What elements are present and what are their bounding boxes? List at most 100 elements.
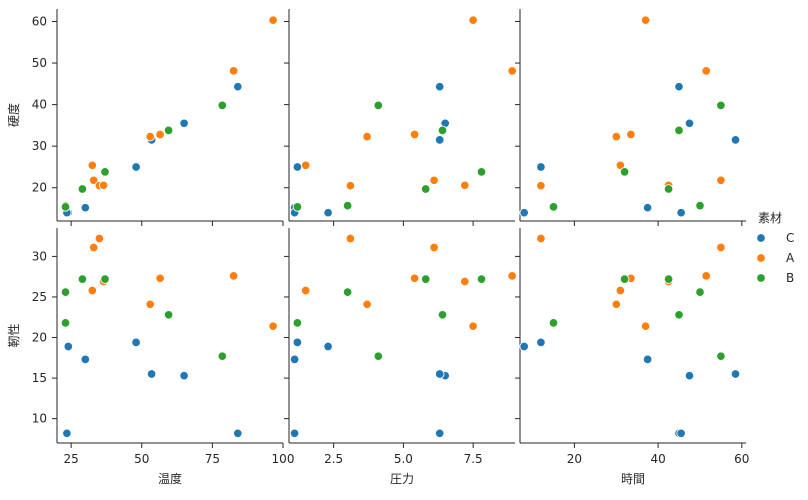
data-point-B <box>373 100 384 111</box>
data-point-A <box>536 233 546 244</box>
data-point-B <box>420 274 431 284</box>
data-point-A <box>362 131 372 142</box>
x-tick-label: 75 <box>205 452 220 466</box>
data-point-C <box>676 428 686 439</box>
y-tick-label: 50 <box>32 56 47 70</box>
y-tick-label: 20 <box>32 331 47 345</box>
data-point-A <box>98 180 109 191</box>
data-point-C <box>131 337 141 348</box>
data-point-B <box>60 318 71 328</box>
y-tick-label: 30 <box>32 139 47 153</box>
y-tick-label: 25 <box>32 290 47 304</box>
data-point-A <box>228 66 239 76</box>
data-point-A <box>429 175 439 186</box>
data-point-A <box>155 273 165 284</box>
x-tick-label: 50 <box>134 452 149 466</box>
data-point-C <box>289 428 300 439</box>
data-point-B <box>217 100 228 111</box>
data-point-A <box>507 66 517 76</box>
data-point-B <box>77 184 88 194</box>
data-point-B <box>100 274 110 284</box>
data-point-C <box>179 370 189 381</box>
data-point-C <box>179 118 189 129</box>
data-point-C <box>434 428 445 439</box>
data-point-B <box>674 125 684 136</box>
x-tick-label: 5.0 <box>394 452 413 466</box>
y-axis-label: 硬度 <box>6 103 21 127</box>
data-point-A <box>701 66 711 76</box>
data-point-A <box>468 15 478 25</box>
panel-靭性-時間: 20 40 60 <box>515 228 749 466</box>
data-point-B <box>716 100 726 111</box>
data-point-C <box>292 162 303 172</box>
data-point-A <box>536 180 546 191</box>
legend-marker <box>756 233 766 243</box>
x-tick-label: 100 <box>272 452 295 466</box>
x-tick-label: 60 <box>734 452 749 466</box>
panel-硬度-時間 <box>515 9 746 226</box>
data-point-B <box>437 125 448 136</box>
y-tick-label: 20 <box>32 181 47 195</box>
data-point-B <box>217 351 228 361</box>
data-point-A <box>716 175 726 186</box>
data-point-A <box>345 233 356 244</box>
data-point-B <box>163 310 174 320</box>
data-point-C <box>62 428 72 439</box>
data-point-B <box>292 202 303 212</box>
data-point-A <box>468 321 478 331</box>
panel-靭性-圧力: 2.5 5.0 7.5 <box>284 228 517 466</box>
data-point-C <box>80 202 91 213</box>
data-point-C <box>146 369 157 379</box>
data-point-A <box>615 160 626 171</box>
data-point-B <box>716 351 726 361</box>
data-point-A <box>626 129 636 140</box>
data-point-A <box>640 321 651 331</box>
legend-label: C <box>786 231 794 245</box>
data-point-A <box>300 285 311 296</box>
data-point-A <box>94 233 105 244</box>
data-point-B <box>476 167 487 177</box>
data-point-B <box>548 318 559 328</box>
y-axis-label: 靭性 <box>7 323 21 347</box>
legend-marker <box>756 253 766 263</box>
data-point-B <box>437 310 448 320</box>
data-point-C <box>642 202 653 213</box>
data-point-C <box>434 369 445 379</box>
data-point-C <box>642 354 653 365</box>
x-tick-label: 7.5 <box>464 452 483 466</box>
data-point-B <box>695 200 705 211</box>
data-point-A <box>300 160 311 171</box>
data-point-A <box>145 131 155 142</box>
data-point-B <box>619 167 630 177</box>
data-point-B <box>342 287 353 297</box>
data-point-C <box>519 341 529 352</box>
data-point-C <box>536 162 546 172</box>
data-point-A <box>460 180 470 191</box>
data-point-A <box>268 321 278 331</box>
data-point-C <box>676 207 686 218</box>
data-point-C <box>434 81 445 92</box>
y-tick-label: 60 <box>32 14 47 28</box>
x-tick-label: 40 <box>650 452 665 466</box>
data-point-C <box>323 207 333 218</box>
data-point-C <box>233 81 243 92</box>
data-point-C <box>674 81 684 92</box>
data-point-A <box>701 271 711 281</box>
legend: 素材 CAB <box>756 211 795 285</box>
legend-marker <box>756 273 766 283</box>
legend-label: B <box>786 271 794 285</box>
data-point-B <box>292 318 303 328</box>
x-axis-label: 時間 <box>621 472 645 486</box>
data-point-B <box>663 274 674 284</box>
data-point-B <box>342 200 353 211</box>
data-point-B <box>674 310 684 320</box>
data-point-C <box>684 118 695 129</box>
data-point-A <box>268 15 278 25</box>
data-point-A <box>87 160 98 171</box>
data-point-A <box>716 242 726 253</box>
data-point-C <box>289 354 300 365</box>
legend-label: A <box>786 251 795 265</box>
data-point-B <box>663 184 674 194</box>
data-point-C <box>536 337 546 348</box>
